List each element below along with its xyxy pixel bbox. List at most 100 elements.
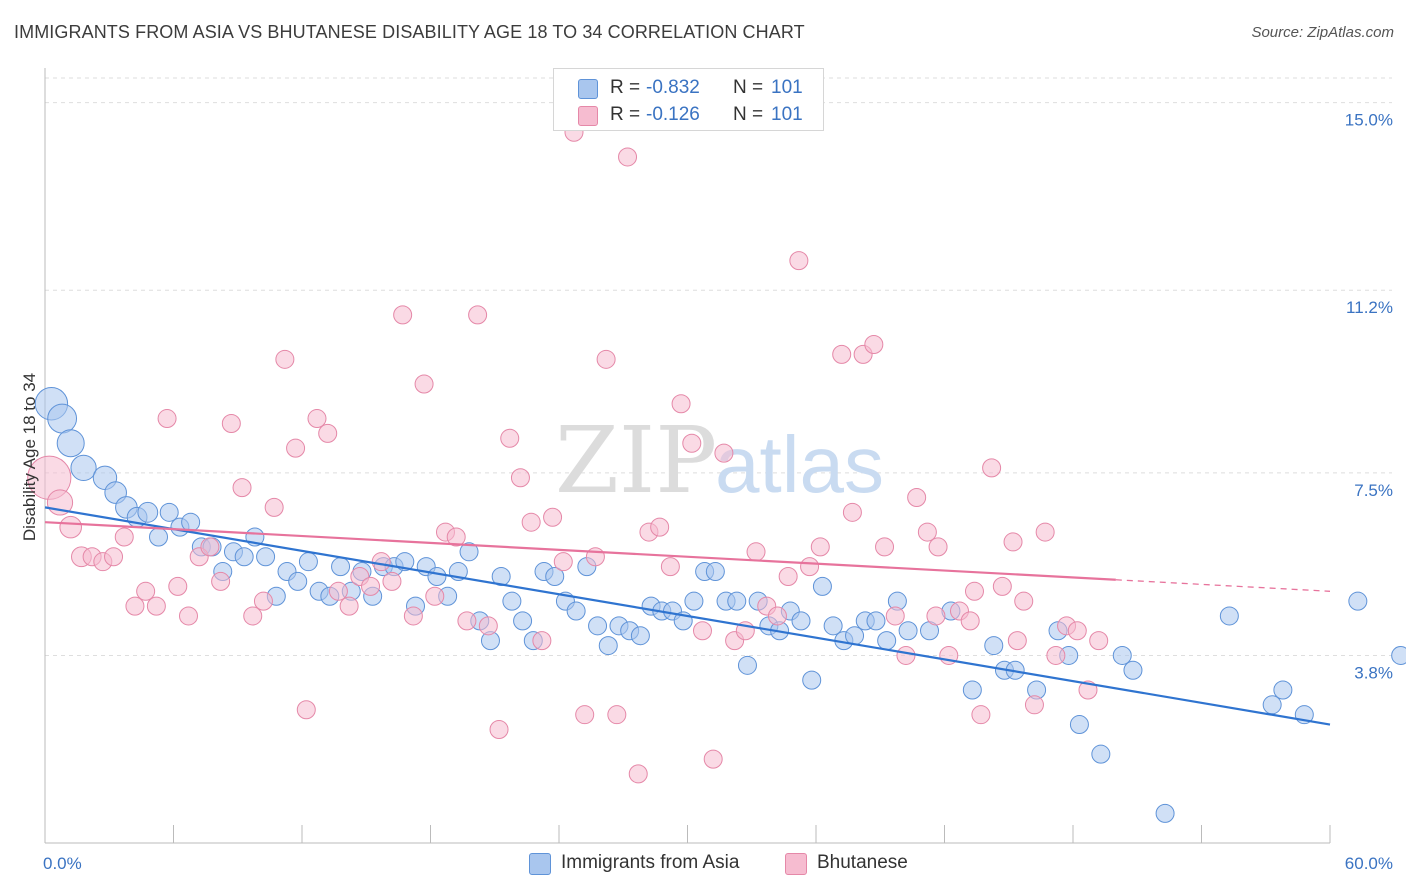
bhutanese-point [971, 705, 991, 725]
bhutanese-point [1014, 591, 1034, 611]
bhutanese-point [264, 497, 284, 517]
asia-point [288, 571, 308, 591]
asia-point [684, 591, 704, 611]
bhutanese-point [896, 645, 916, 665]
legend-n-value: 101 [771, 77, 803, 98]
bhutanese-point [703, 749, 723, 769]
watermark-atlas: atlas [715, 420, 884, 509]
asia-point [234, 547, 254, 567]
asia-point [630, 626, 650, 646]
asia-point [1069, 715, 1089, 735]
y-tick-label: 7.5% [1354, 481, 1393, 500]
bhutanese-point [403, 606, 423, 626]
bhutanese-point [457, 611, 477, 631]
y-axis-label: Disability Age 18 to 34 [20, 373, 39, 541]
bhutanese-point [339, 596, 359, 616]
asia-point [588, 616, 608, 636]
bhutanese-point [992, 576, 1012, 596]
bottom-legend-label-asia: Immigrants from Asia [561, 852, 740, 873]
bhutanese-point [371, 552, 391, 572]
legend-n-label: N = [733, 77, 764, 98]
legend-r-value: -0.832 [646, 77, 700, 98]
bhutanese-point [286, 438, 306, 458]
asia-point [866, 611, 886, 631]
y-tick-label: 3.8% [1354, 663, 1393, 682]
bottom-legend-swatch-asia [529, 853, 551, 875]
bhutanese-point [789, 251, 809, 271]
asia-point [513, 611, 533, 631]
bhutanese-point [575, 705, 595, 725]
asia-point [1219, 606, 1239, 626]
bhutanese-point [875, 537, 895, 557]
bhutanese-point [243, 606, 263, 626]
bhutanese-point [211, 571, 231, 591]
asia-point [137, 501, 159, 523]
asia-point [727, 591, 747, 611]
bhutanese-point [767, 606, 787, 626]
bhutanese-point [59, 515, 82, 539]
tick-labels: 3.8% 7.5% 11.2% 15.0% 0.0% 60.0% [43, 111, 1393, 873]
asia-point [1091, 744, 1111, 764]
asia-point [149, 527, 169, 547]
bhutanese-point [478, 616, 498, 636]
asia-point [181, 512, 201, 532]
bhutanese-point [1089, 631, 1109, 651]
bhutanese-point [692, 621, 712, 641]
asia-point [962, 680, 982, 700]
bhutanese-point [382, 571, 402, 591]
bhutanese-point [800, 557, 820, 577]
bhutanese-point [778, 566, 798, 586]
axes [44, 68, 1331, 844]
bhutanese-point [1046, 645, 1066, 665]
legend-n-label: N = [733, 104, 764, 125]
bhutanese-point [510, 468, 530, 488]
legend-swatch-asia [578, 79, 598, 99]
asia-point [791, 611, 811, 631]
bhutanese-trend-line [44, 521, 1116, 581]
bhutanese-point [864, 335, 884, 355]
bhutanese-point [489, 719, 509, 739]
bhutanese-point [596, 349, 616, 369]
asia-point [159, 502, 179, 522]
bhutanese-point [810, 537, 830, 557]
asia-point [812, 576, 832, 596]
bhutanese-point [393, 305, 413, 325]
bottom-legend-swatch-bhutanese [785, 853, 807, 875]
bhutanese-point [832, 344, 852, 364]
chart-title: IMMIGRANTS FROM ASIA VS BHUTANESE DISABI… [14, 22, 805, 42]
bhutanese-point [425, 586, 445, 606]
bhutanese-point [414, 374, 434, 394]
bhutanese-point [157, 409, 177, 429]
asia-point [705, 562, 725, 582]
bhutanese-point [607, 705, 627, 725]
bhutanese-point [521, 512, 541, 532]
asia-point [298, 552, 318, 572]
legend-n-value: 101 [771, 104, 803, 125]
asia-point [845, 626, 865, 646]
asia-point [1112, 645, 1132, 665]
bhutanese-point [964, 581, 984, 601]
asia-point [545, 566, 565, 586]
scatter-points [27, 122, 1406, 823]
watermark-zip: ZIP [555, 407, 717, 514]
bhutanese-point [1024, 695, 1044, 715]
bhutanese-point [982, 458, 1002, 478]
bhutanese-point [960, 611, 980, 631]
asia-point [331, 557, 351, 577]
bhutanese-point [104, 547, 124, 567]
bhutanese-point [275, 349, 295, 369]
correlation-legend: R = -0.832 N = 101 R = -0.126 N = 101 [553, 68, 824, 131]
asia-point [898, 621, 918, 641]
bhutanese-point [671, 394, 691, 414]
asia-point [70, 454, 97, 482]
bhutanese-point [125, 596, 145, 616]
bhutanese-point [253, 591, 273, 611]
x-tick-label: 0.0% [43, 854, 82, 873]
bhutanese-point [200, 537, 220, 557]
asia-point [47, 403, 78, 434]
bhutanese-point [907, 488, 927, 508]
bhutanese-point [500, 428, 520, 448]
bhutanese-point [221, 413, 241, 433]
bhutanese-point [446, 527, 466, 547]
